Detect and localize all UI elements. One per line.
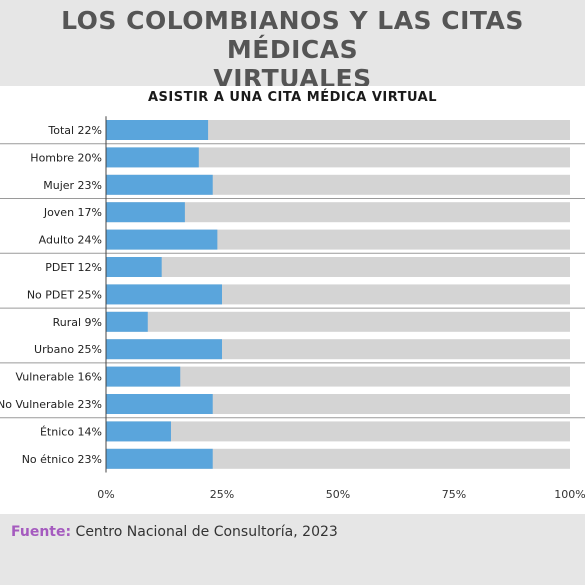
bar-track	[106, 257, 570, 277]
bar	[106, 284, 222, 305]
bar-track	[106, 311, 570, 332]
bar-track	[106, 174, 570, 195]
bar	[106, 366, 181, 387]
bar-track	[106, 229, 570, 250]
source-note: Fuente: Centro Nacional de Consultoría, …	[11, 524, 338, 540]
title-line-1: LOS COLOMBIANOS Y LAS CITAS MÉDICAS	[61, 6, 524, 64]
page-title: LOS COLOMBIANOS Y LAS CITAS MÉDICAS VIRT…	[0, 6, 585, 93]
category-label: Hombre 20%	[30, 151, 102, 164]
category-label: Urbano 25%	[34, 343, 102, 356]
category-label: Joven 17%	[43, 206, 102, 219]
x-tick-label: 0%	[97, 488, 114, 501]
bar-track	[106, 421, 570, 442]
category-label: PDET 12%	[45, 261, 102, 274]
bar	[106, 229, 218, 250]
bar	[106, 120, 209, 140]
bar	[106, 311, 148, 332]
bar	[106, 448, 213, 469]
bar	[106, 394, 213, 414]
source-label: Fuente:	[11, 524, 72, 540]
bar	[106, 202, 185, 223]
category-label: Étnico 14%	[40, 425, 102, 438]
category-label: Vulnerable 16%	[15, 371, 102, 384]
bar	[106, 174, 213, 195]
category-label: Total 22%	[47, 124, 102, 137]
x-tick-label: 100%	[554, 488, 585, 501]
source-text: Centro Nacional de Consultoría, 2023	[75, 524, 338, 540]
bar	[106, 257, 162, 277]
bar-track	[106, 120, 570, 140]
bar	[106, 339, 222, 360]
bar-track	[106, 202, 570, 223]
category-label: No Vulnerable 23%	[0, 398, 102, 411]
category-label: No PDET 25%	[27, 288, 102, 301]
category-label: Mujer 23%	[43, 179, 102, 192]
bar-track	[106, 394, 570, 414]
x-tick-label: 50%	[326, 488, 350, 501]
bar	[106, 147, 199, 168]
bar-chart: Total 22% Hombre 20% Mujer 23% Joven 17% Adu…	[0, 116, 585, 501]
bar	[106, 421, 171, 442]
bar-track	[106, 448, 570, 469]
bar-track	[106, 147, 570, 168]
category-label: Adulto 24%	[39, 234, 102, 247]
category-label: No étnico 23%	[22, 453, 102, 466]
chart-title: ASISTIR A UNA CITA MÉDICA VIRTUAL	[147, 90, 438, 105]
x-tick-label: 75%	[442, 488, 466, 501]
category-label: Rural 9%	[53, 316, 102, 329]
x-tick-label: 25%	[210, 488, 234, 501]
bar-track	[106, 366, 570, 387]
